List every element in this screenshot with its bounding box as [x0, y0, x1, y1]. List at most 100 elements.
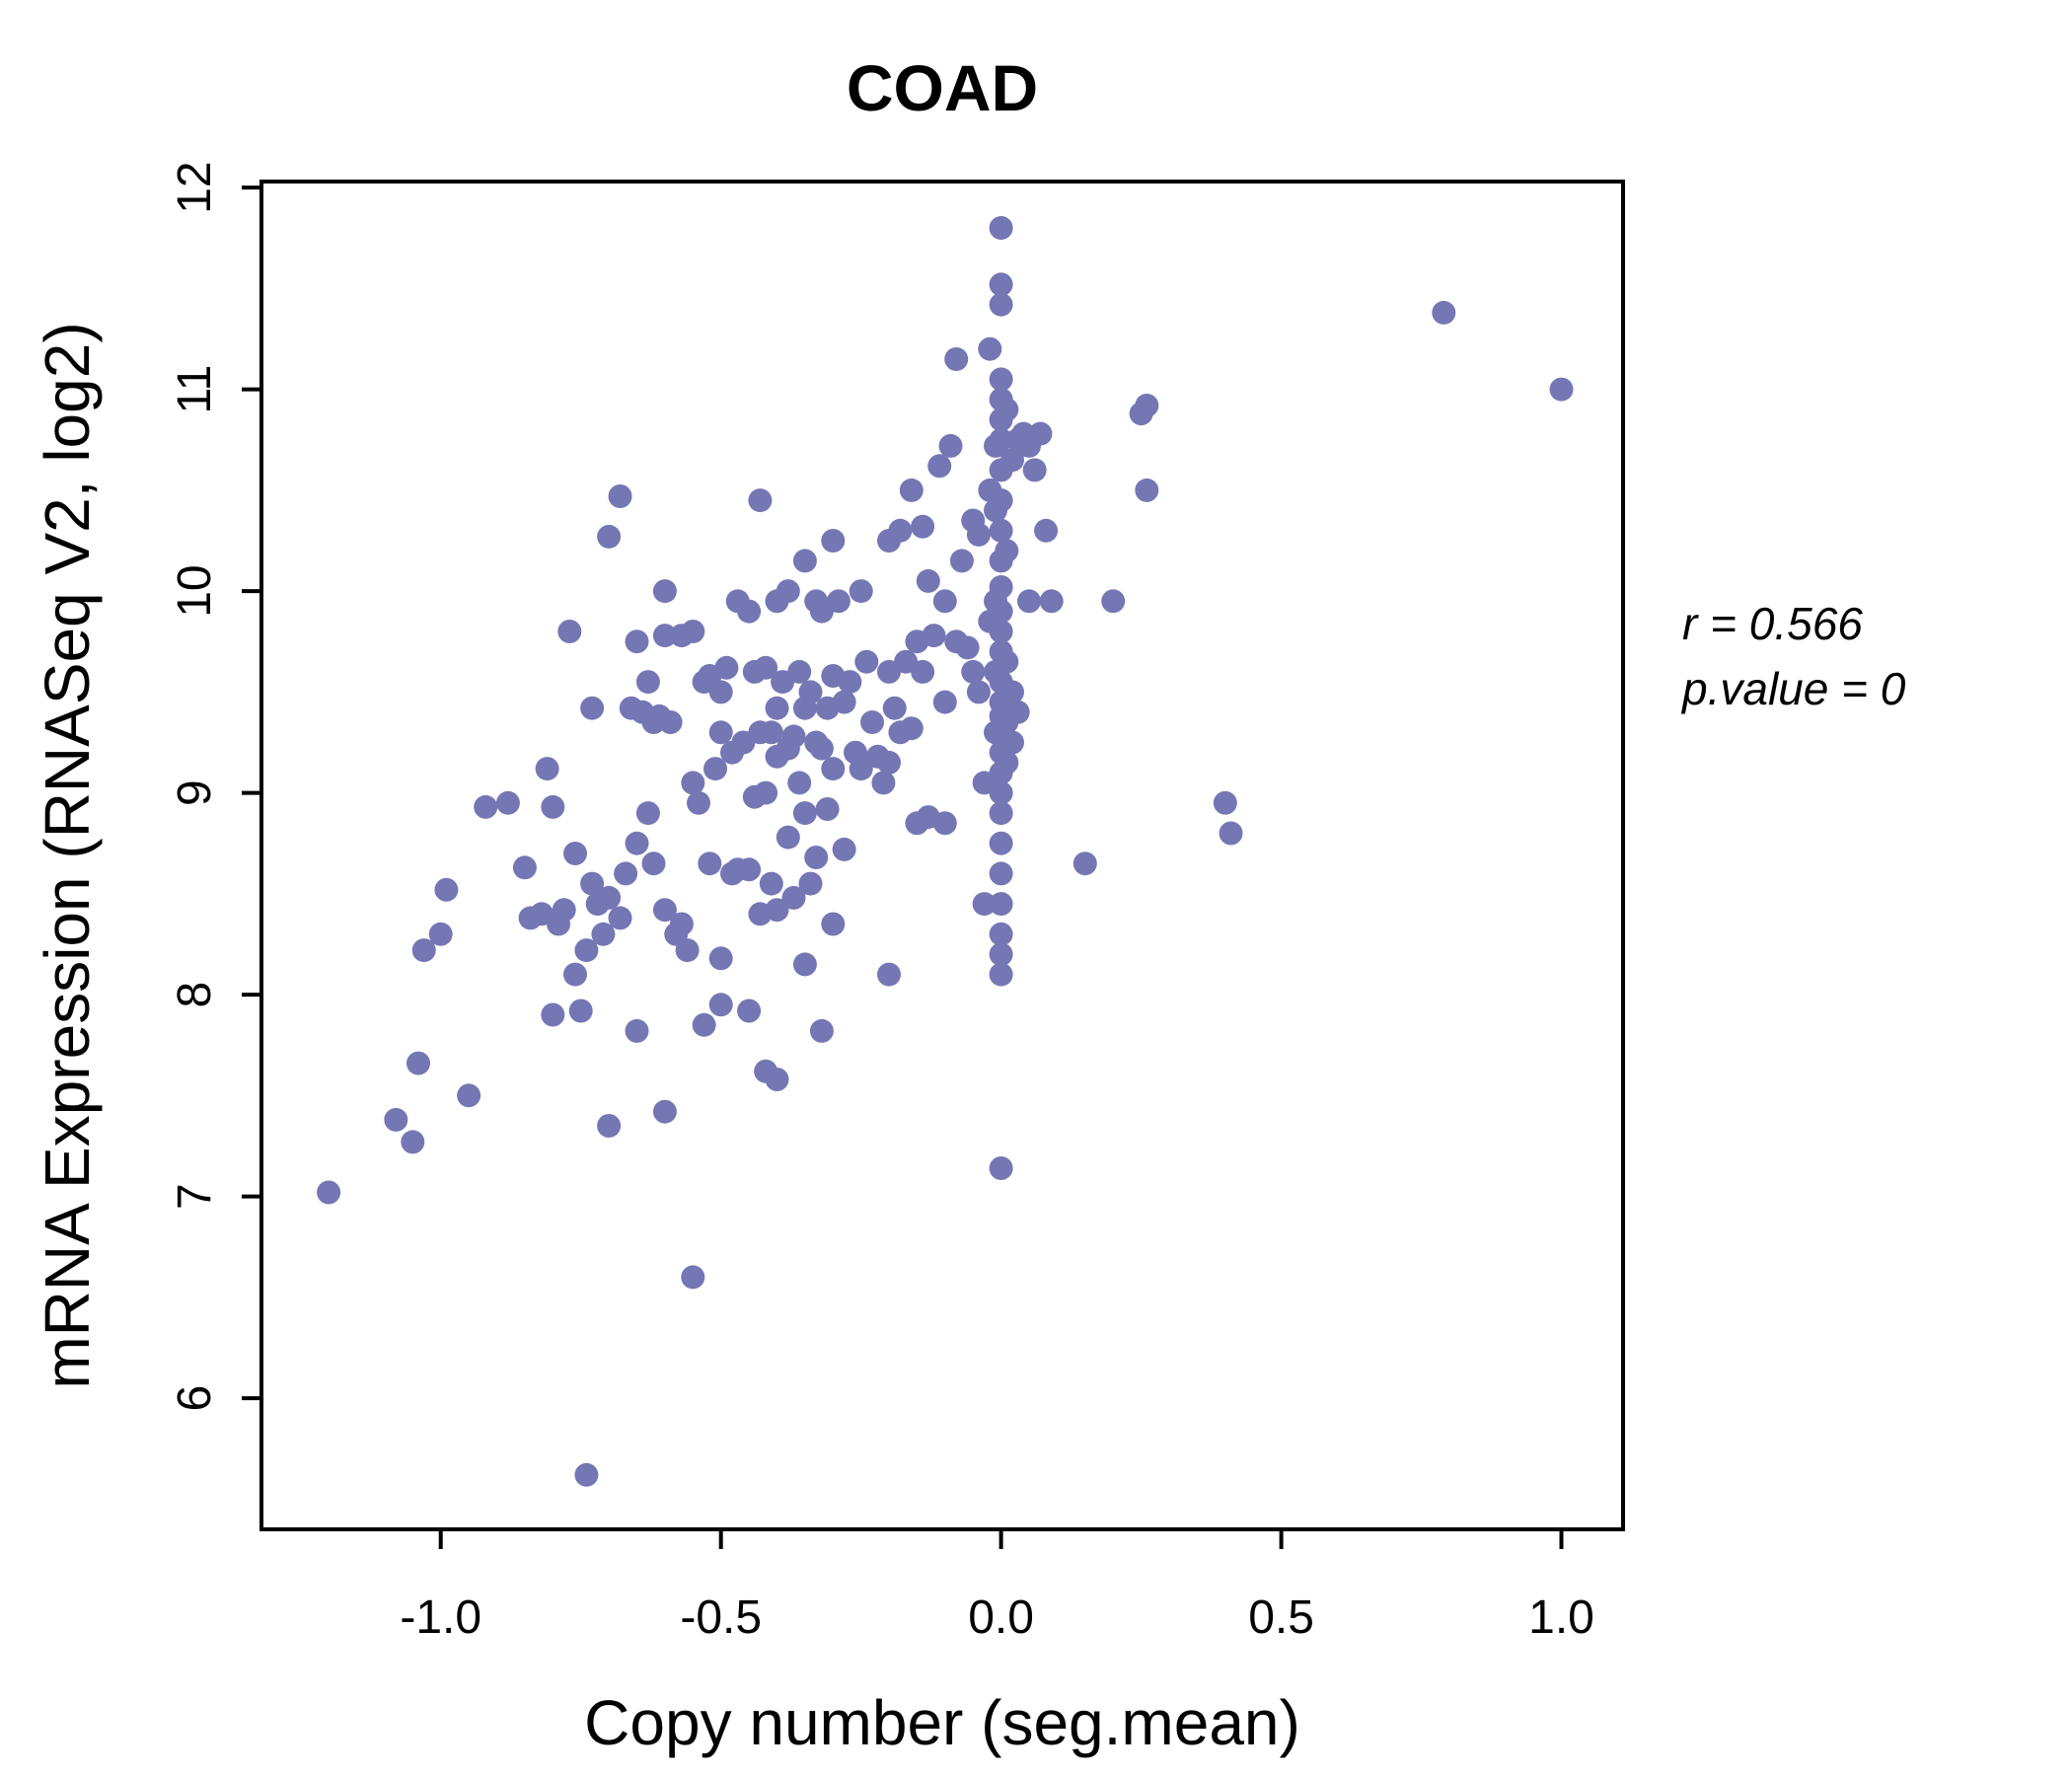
data-point: [927, 454, 952, 479]
data-point: [860, 710, 884, 734]
data-point: [765, 898, 789, 923]
data-point: [781, 885, 806, 910]
y-axis-tick-label: 10: [169, 564, 221, 617]
y-axis-tick-label: 6: [169, 1385, 221, 1412]
data-point: [765, 696, 789, 720]
data-point: [597, 1114, 622, 1138]
data-point: [989, 599, 1013, 624]
data-point: [792, 549, 817, 573]
data-point: [552, 898, 576, 923]
data-point: [989, 831, 1013, 855]
data-point: [737, 599, 762, 624]
data-point: [708, 720, 733, 745]
data-point: [877, 962, 901, 987]
p-value-annotation: p.value = 0: [1680, 663, 1906, 714]
data-point: [776, 579, 800, 604]
data-point: [495, 790, 520, 815]
data-point: [899, 478, 924, 502]
chart-title: COAD: [847, 51, 1038, 124]
data-point: [541, 1002, 565, 1027]
y-axis-tick-label: 12: [169, 161, 221, 213]
data-point: [625, 1018, 649, 1043]
data-point: [574, 1462, 599, 1487]
data-point: [989, 962, 1013, 987]
plot-layer: -1.0 -0.5 0.0 0.5 1.0 6 7 8 9 10 11 12: [169, 161, 1625, 1644]
data-point: [809, 1018, 834, 1043]
data-point: [916, 568, 940, 593]
data-point: [978, 336, 1002, 361]
data-point: [995, 649, 1019, 674]
data-point: [1039, 589, 1064, 614]
data-point: [888, 518, 913, 543]
data-point: [989, 780, 1013, 805]
data-point: [1135, 394, 1159, 417]
data-point: [787, 771, 812, 795]
data-point: [911, 659, 935, 684]
y-axis-tick-label: 11: [169, 365, 221, 414]
x-axis-tick-label: 0.0: [968, 1591, 1034, 1644]
data-point: [899, 716, 924, 741]
data-point: [1028, 421, 1053, 446]
data-point: [698, 851, 722, 876]
data-point: [681, 1265, 705, 1290]
data-point: [832, 837, 856, 861]
data-point: [1000, 680, 1024, 704]
y-axis-tick-label: 9: [169, 779, 221, 806]
data-point: [922, 624, 946, 648]
data-point: [434, 877, 459, 902]
data-point: [871, 771, 896, 795]
data-point: [989, 292, 1013, 317]
data-point: [754, 655, 778, 680]
data-point: [557, 620, 582, 643]
data-point: [832, 690, 856, 714]
data-point: [938, 433, 963, 458]
data-point: [995, 750, 1019, 775]
data-point: [708, 993, 733, 1017]
data-point: [1073, 851, 1097, 876]
data-point: [1135, 478, 1159, 502]
data-point: [804, 846, 829, 869]
data-point: [989, 216, 1013, 240]
y-axis-tick-label: 8: [169, 982, 221, 1008]
data-point: [838, 670, 862, 695]
data-point: [681, 620, 705, 643]
data-point: [1549, 377, 1574, 402]
data-point: [1034, 518, 1059, 543]
data-point: [737, 999, 762, 1023]
data-point: [411, 938, 436, 963]
data-point: [792, 952, 817, 977]
data-point: [641, 851, 666, 876]
data-point: [1005, 700, 1030, 724]
data-point: [1000, 730, 1024, 755]
data-point: [989, 427, 1013, 452]
data-point: [995, 398, 1019, 422]
r-value-annotation: r = 0.566: [1682, 598, 1863, 649]
data-point: [1213, 790, 1237, 815]
data-point: [809, 736, 834, 761]
data-point: [474, 794, 498, 819]
y-axis-title: mRNA Expression (RNASeq V2, log2): [32, 322, 103, 1388]
data-point: [989, 620, 1013, 643]
y-axis-tick-label: 7: [169, 1183, 221, 1210]
data-point: [608, 484, 632, 508]
data-point: [821, 529, 846, 553]
data-point: [989, 892, 1013, 917]
data-point: [457, 1083, 481, 1108]
data-point: [597, 885, 622, 910]
data-point: [401, 1130, 425, 1154]
data-point: [989, 801, 1013, 826]
data-point: [849, 579, 873, 604]
data-point: [995, 539, 1019, 563]
data-point: [708, 946, 733, 971]
data-point: [563, 842, 587, 865]
data-point: [1101, 589, 1126, 614]
data-point: [932, 811, 957, 836]
data-point: [781, 724, 806, 749]
data-point: [1017, 589, 1041, 614]
x-axis-tick-label: -1.0: [400, 1591, 481, 1644]
data-point: [989, 488, 1013, 513]
data-point: [765, 1068, 789, 1091]
plot-border: [259, 180, 1625, 1531]
data-point: [966, 522, 991, 547]
